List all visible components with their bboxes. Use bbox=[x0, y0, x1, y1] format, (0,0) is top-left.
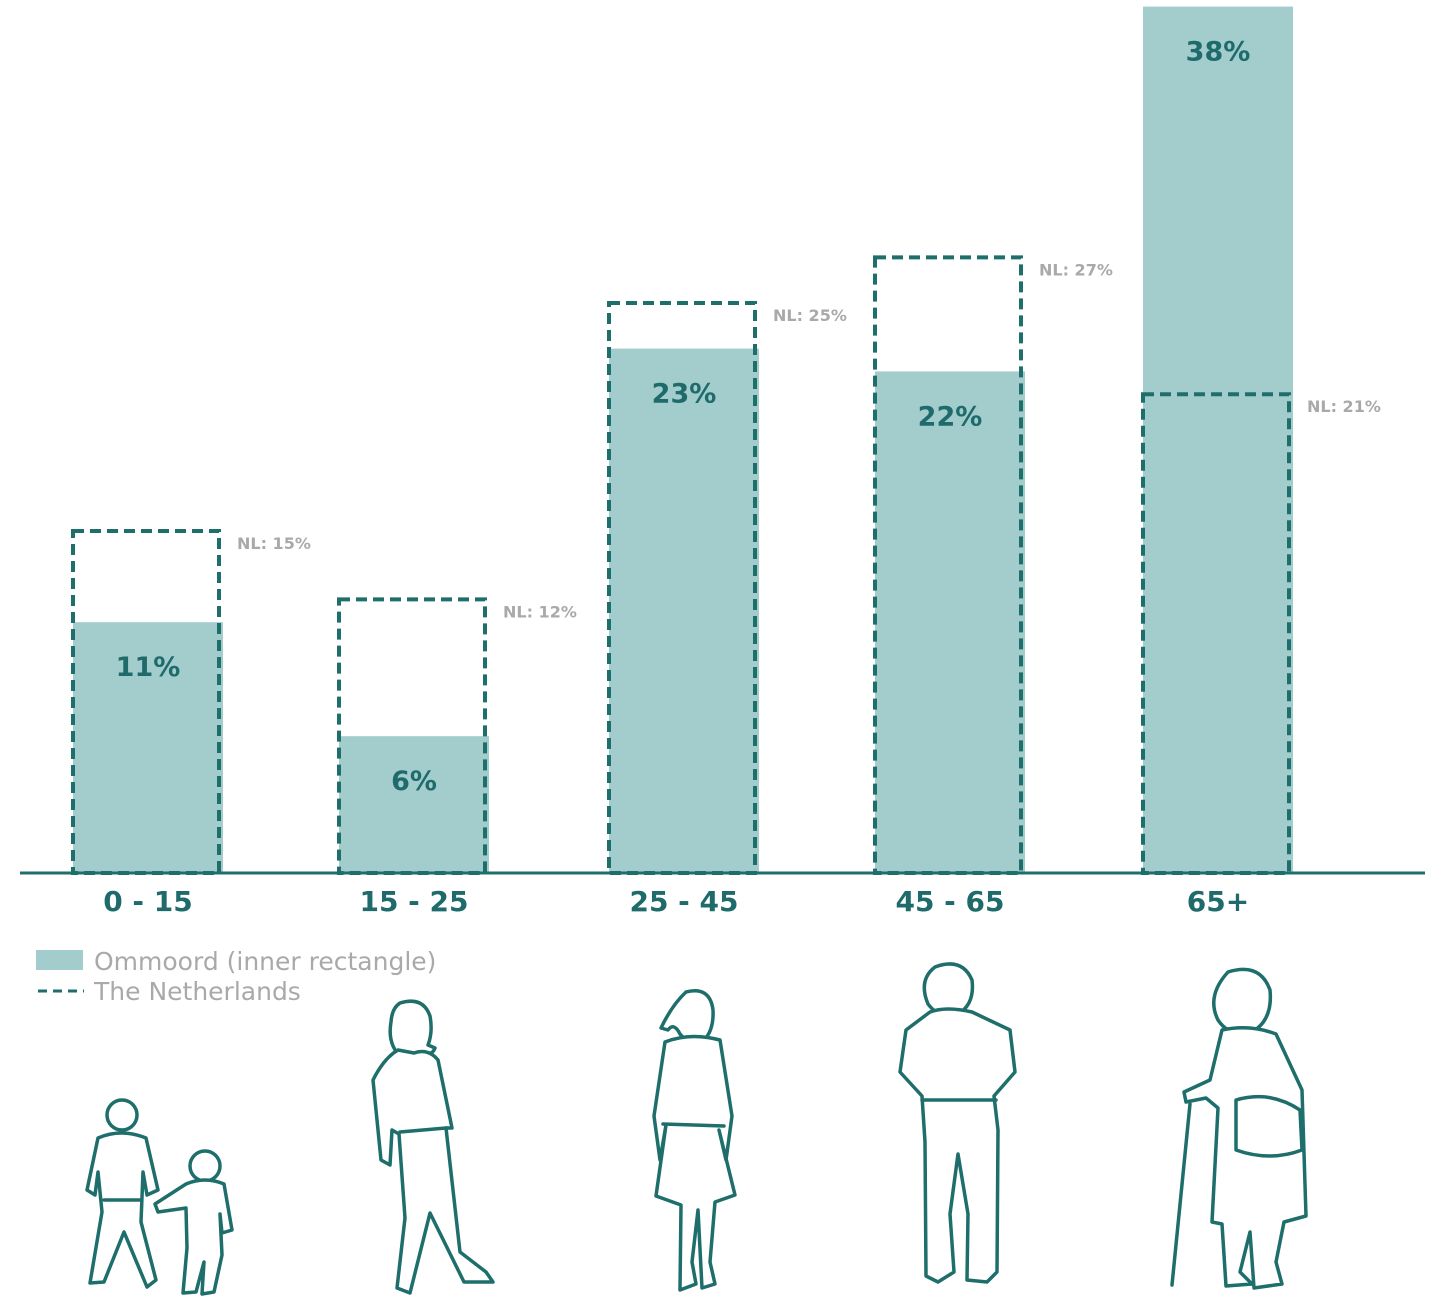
ommoord-value-label-4: 38% bbox=[1186, 37, 1251, 68]
category-label-2: 25 - 45 bbox=[629, 885, 738, 918]
children-icon bbox=[85, 1098, 234, 1296]
netherlands-value-label-0: NL: 15% bbox=[237, 534, 311, 553]
legend-label-ommoord: Ommoord (inner rectangle) bbox=[94, 947, 436, 976]
netherlands-value-label-3: NL: 27% bbox=[1039, 260, 1113, 279]
category-label-4: 65+ bbox=[1187, 885, 1249, 918]
ommoord-bar-0 bbox=[73, 622, 223, 873]
ommoord-value-label-3: 22% bbox=[918, 401, 983, 432]
ommoord-bar-3 bbox=[875, 371, 1025, 873]
ommoord-bar-1 bbox=[339, 736, 489, 873]
labels-layer: 11% NL: 15% 0 - 15 6% NL: 12% 15 - 25 23% NL: 2… bbox=[103, 37, 1381, 918]
legend: Ommoord (inner rectangle) The Netherland… bbox=[36, 947, 436, 1006]
category-label-3: 45 - 65 bbox=[895, 885, 1004, 918]
legend-swatch-ommoord bbox=[36, 950, 83, 970]
ommoord-value-label-0: 11% bbox=[116, 652, 181, 683]
elderly-woman-icon bbox=[1170, 967, 1308, 1290]
category-label-0: 0 - 15 bbox=[103, 885, 193, 918]
ommoord-value-label-1: 6% bbox=[391, 766, 437, 797]
bars-layer bbox=[73, 6, 1293, 874]
middle-aged-man-icon bbox=[898, 962, 1017, 1284]
ommoord-bar-4 bbox=[1143, 6, 1293, 874]
netherlands-value-label-4: NL: 21% bbox=[1307, 397, 1381, 416]
ommoord-value-label-2: 23% bbox=[652, 379, 717, 410]
ommoord-bar-2 bbox=[609, 348, 759, 874]
netherlands-value-label-1: NL: 12% bbox=[503, 602, 577, 621]
woman-icon bbox=[652, 989, 737, 1292]
legend-label-netherlands: The Netherlands bbox=[93, 977, 301, 1006]
netherlands-outline-1 bbox=[337, 597, 487, 876]
young-adult-icon bbox=[371, 999, 495, 1295]
netherlands-value-label-2: NL: 25% bbox=[773, 306, 847, 325]
category-label-1: 15 - 25 bbox=[359, 885, 468, 918]
